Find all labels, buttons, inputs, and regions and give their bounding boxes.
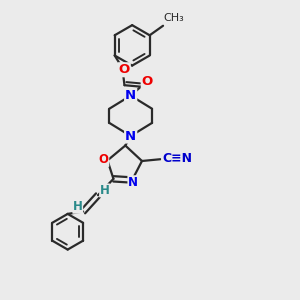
Text: C≡N: C≡N: [162, 152, 192, 165]
Text: O: O: [98, 153, 108, 166]
Text: N: N: [128, 176, 138, 189]
Text: H: H: [100, 184, 110, 197]
Text: H: H: [73, 200, 83, 213]
Text: N: N: [125, 130, 136, 142]
Text: O: O: [142, 75, 153, 88]
Text: CH₃: CH₃: [164, 14, 184, 23]
Text: N: N: [125, 89, 136, 102]
Text: O: O: [118, 63, 130, 76]
